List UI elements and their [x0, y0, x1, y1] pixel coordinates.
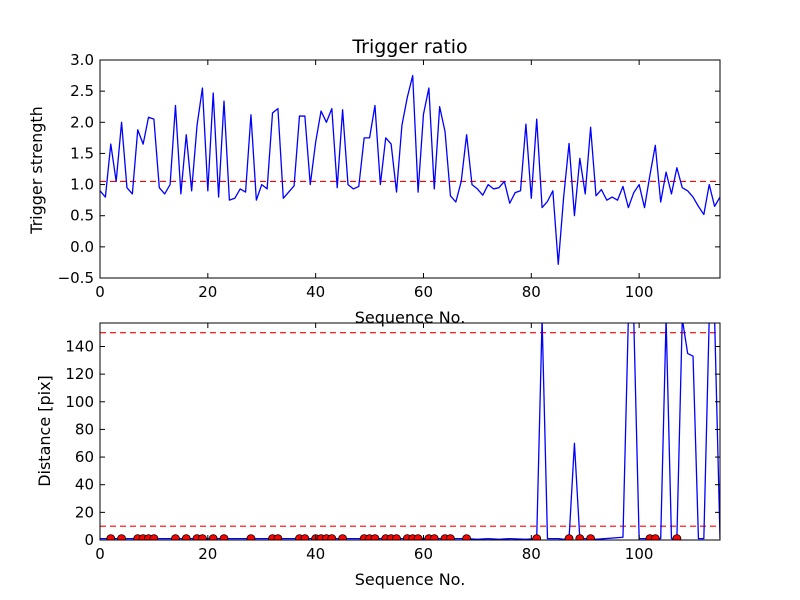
x-tick-label: 100 — [625, 283, 654, 301]
plot-area-0 — [100, 74, 720, 265]
data-point-marker — [327, 534, 337, 540]
y-tick-label: 3.0 — [70, 51, 94, 69]
data-point-marker — [273, 534, 283, 540]
data-point-marker — [117, 534, 126, 540]
y-tick-label: 60 — [75, 448, 94, 466]
bottom-y-axis-label: Distance [pix] — [35, 375, 54, 487]
y-tick-label: 40 — [75, 476, 94, 494]
y-tick-label: 80 — [75, 420, 94, 438]
data-point-marker — [564, 534, 574, 540]
x-tick-label: 0 — [95, 283, 105, 301]
x-tick-label: 60 — [414, 545, 433, 563]
y-tick-label: 140 — [65, 337, 94, 355]
data-point-marker — [672, 534, 682, 540]
top-x-axis-label: Sequence No. — [355, 308, 466, 327]
bottom-x-axis-label: Sequence No. — [355, 570, 466, 589]
data-point-marker — [446, 534, 455, 540]
data-point-marker — [246, 534, 256, 540]
data-point-marker — [198, 534, 207, 540]
plot-area-1 — [100, 323, 720, 540]
y-tick-label: 2.5 — [70, 82, 94, 100]
trigger-strength-panel: Sequence No. Trigger strength 0 20 40 60 80 1… — [27, 51, 721, 327]
y-tick-label: 20 — [75, 503, 94, 521]
axes-frame — [99, 322, 721, 541]
x-tick-label: 100 — [625, 545, 654, 563]
data-point-marker — [532, 534, 542, 540]
series-line-0 — [100, 323, 720, 540]
x-tick-label: 60 — [414, 283, 433, 301]
distance-panel: Sequence No. Distance [pix] 0 20 40 60 80 100… — [35, 322, 721, 589]
data-point-marker — [338, 534, 348, 540]
x-tick-label: 40 — [306, 545, 325, 563]
y-tick-label: 0.0 — [70, 238, 94, 256]
chart-title: Trigger ratio — [351, 36, 467, 58]
y-tick-label: 0 — [84, 531, 94, 549]
data-point-marker — [462, 534, 472, 540]
x-tick-label: 20 — [198, 545, 217, 563]
y-tick-label: 2.0 — [70, 113, 94, 131]
data-point-marker — [149, 534, 159, 540]
data-point-marker — [208, 534, 218, 540]
data-point-marker — [106, 534, 116, 540]
x-tick-label: 40 — [306, 283, 325, 301]
x-tick-label: 80 — [522, 283, 541, 301]
data-point-marker — [586, 534, 596, 540]
data-point-marker — [575, 534, 585, 540]
data-point-marker — [171, 534, 180, 540]
x-tick-label: 20 — [198, 283, 217, 301]
x-tick-label: 0 — [95, 545, 105, 563]
series-line-0 — [100, 74, 720, 265]
y-tick-label: 100 — [65, 393, 94, 411]
data-point-marker — [300, 534, 310, 540]
y-tick-label: 120 — [65, 365, 94, 383]
data-point-marker — [392, 534, 401, 540]
data-point-marker — [429, 534, 439, 540]
data-point-marker — [219, 534, 229, 540]
data-point-marker — [413, 534, 423, 540]
data-point-marker — [370, 534, 380, 540]
top-y-axis-label: Trigger strength — [27, 106, 46, 235]
axes-frame — [99, 59, 721, 279]
y-tick-label: −0.5 — [58, 269, 94, 287]
data-point-marker — [181, 534, 191, 540]
y-tick-label: 1.5 — [70, 144, 94, 162]
x-tick-label: 80 — [522, 545, 541, 563]
y-tick-label: 1.0 — [70, 176, 94, 194]
y-tick-label: 0.5 — [70, 207, 94, 225]
data-point-marker — [650, 534, 660, 540]
